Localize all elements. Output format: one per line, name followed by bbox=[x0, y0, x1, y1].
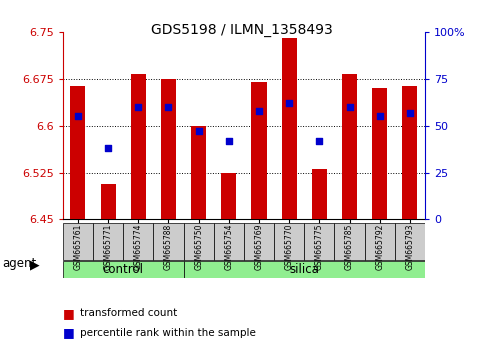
Point bbox=[315, 138, 323, 143]
Text: GSM665785: GSM665785 bbox=[345, 224, 354, 270]
Point bbox=[376, 113, 384, 119]
Point bbox=[195, 129, 202, 134]
Point bbox=[406, 110, 414, 115]
Bar bbox=[63, 261, 184, 278]
Text: ▶: ▶ bbox=[30, 258, 40, 271]
Point bbox=[346, 104, 354, 110]
Bar bbox=[100, 184, 115, 219]
Text: GSM665771: GSM665771 bbox=[103, 224, 113, 270]
Bar bbox=[304, 223, 334, 260]
Text: GSM665792: GSM665792 bbox=[375, 224, 384, 270]
Text: GSM665774: GSM665774 bbox=[134, 224, 143, 270]
Bar bbox=[93, 223, 123, 260]
Bar bbox=[63, 223, 93, 260]
Bar bbox=[244, 223, 274, 260]
Bar bbox=[213, 223, 244, 260]
Bar bbox=[252, 82, 267, 219]
Bar bbox=[221, 172, 236, 219]
Text: GSM665775: GSM665775 bbox=[315, 224, 324, 270]
Bar bbox=[184, 223, 213, 260]
Text: transformed count: transformed count bbox=[80, 308, 177, 318]
Text: silica: silica bbox=[289, 263, 319, 276]
Text: control: control bbox=[103, 263, 143, 276]
Bar bbox=[342, 74, 357, 219]
Bar bbox=[365, 223, 395, 260]
Text: GSM665769: GSM665769 bbox=[255, 224, 264, 270]
Text: GDS5198 / ILMN_1358493: GDS5198 / ILMN_1358493 bbox=[151, 23, 332, 37]
Bar bbox=[154, 223, 184, 260]
Bar bbox=[123, 223, 154, 260]
Bar bbox=[131, 74, 146, 219]
Text: GSM665793: GSM665793 bbox=[405, 224, 414, 270]
Text: percentile rank within the sample: percentile rank within the sample bbox=[80, 328, 256, 338]
Bar bbox=[274, 223, 304, 260]
Bar bbox=[282, 38, 297, 219]
Text: ■: ■ bbox=[63, 307, 74, 320]
Point bbox=[74, 113, 82, 119]
Bar bbox=[312, 170, 327, 219]
Bar bbox=[334, 223, 365, 260]
Point bbox=[225, 138, 233, 143]
Text: GSM665750: GSM665750 bbox=[194, 224, 203, 270]
Point bbox=[285, 100, 293, 106]
Bar bbox=[71, 86, 85, 219]
Bar bbox=[395, 223, 425, 260]
Point bbox=[134, 104, 142, 110]
Text: GSM665761: GSM665761 bbox=[73, 224, 83, 270]
Text: agent: agent bbox=[2, 257, 37, 270]
Text: GSM665770: GSM665770 bbox=[284, 224, 294, 270]
Text: GSM665788: GSM665788 bbox=[164, 224, 173, 270]
Point bbox=[165, 104, 172, 110]
Bar bbox=[184, 261, 425, 278]
Bar bbox=[191, 126, 206, 219]
Text: GSM665754: GSM665754 bbox=[224, 224, 233, 270]
Text: ■: ■ bbox=[63, 326, 74, 339]
Point bbox=[255, 108, 263, 114]
Point bbox=[104, 145, 112, 151]
Bar bbox=[402, 86, 417, 219]
Bar bbox=[161, 79, 176, 219]
Bar bbox=[372, 88, 387, 219]
